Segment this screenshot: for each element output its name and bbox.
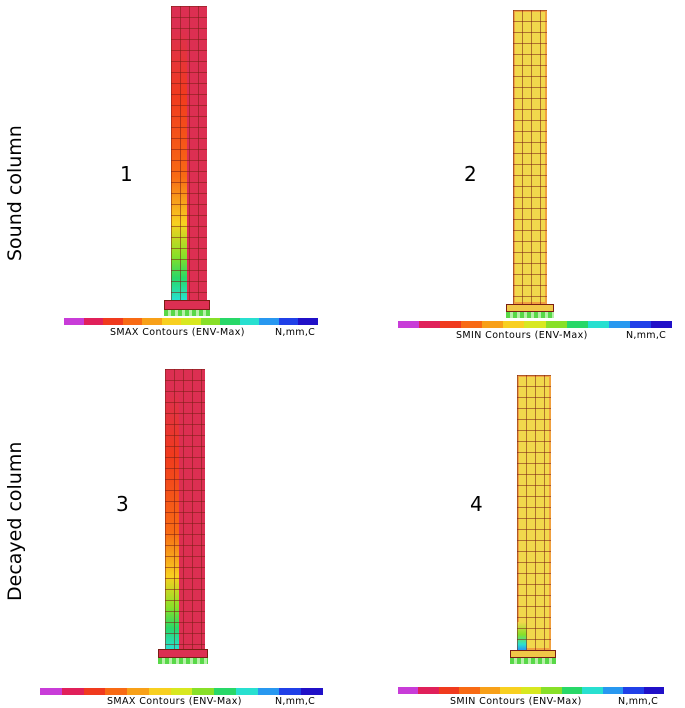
contour-legend-bar — [40, 688, 323, 695]
panel-number: 4 — [470, 492, 483, 516]
legend-units: N,mm,C — [618, 696, 659, 707]
contour-legend-bar — [398, 687, 665, 694]
column-base — [164, 300, 210, 310]
mesh-grid — [513, 10, 547, 304]
decayed-column-label: Decayed column — [4, 441, 26, 601]
contour-legend-bar — [398, 321, 673, 328]
panel-number: 1 — [120, 162, 133, 186]
support-nodes — [506, 312, 554, 318]
sound-column-label: Sound column — [4, 125, 26, 261]
column-base — [506, 304, 554, 312]
legend-units: N,mm,C — [275, 696, 316, 707]
column-base — [158, 649, 208, 658]
mesh-grid — [517, 375, 551, 650]
legend-units: N,mm,C — [275, 327, 316, 338]
panel-number: 3 — [116, 492, 129, 516]
support-nodes — [164, 310, 210, 316]
column-mesh — [517, 375, 551, 650]
legend-title: SMAX Contours (ENV-Max) — [107, 696, 242, 707]
support-nodes — [510, 658, 556, 664]
legend-units: N,mm,C — [626, 330, 667, 341]
legend-title: SMAX Contours (ENV-Max) — [110, 327, 245, 338]
legend-title: SMIN Contours (ENV-Max) — [456, 330, 588, 341]
contour-legend-bar — [64, 318, 318, 325]
column-mesh — [171, 6, 207, 300]
column-mesh — [165, 369, 205, 649]
support-nodes — [158, 658, 208, 664]
panel-number: 2 — [464, 162, 477, 186]
legend-title: SMIN Contours (ENV-Max) — [450, 696, 582, 707]
column-mesh — [513, 10, 547, 304]
column-base — [510, 650, 556, 658]
mesh-grid — [165, 369, 205, 649]
mesh-grid — [171, 6, 207, 300]
